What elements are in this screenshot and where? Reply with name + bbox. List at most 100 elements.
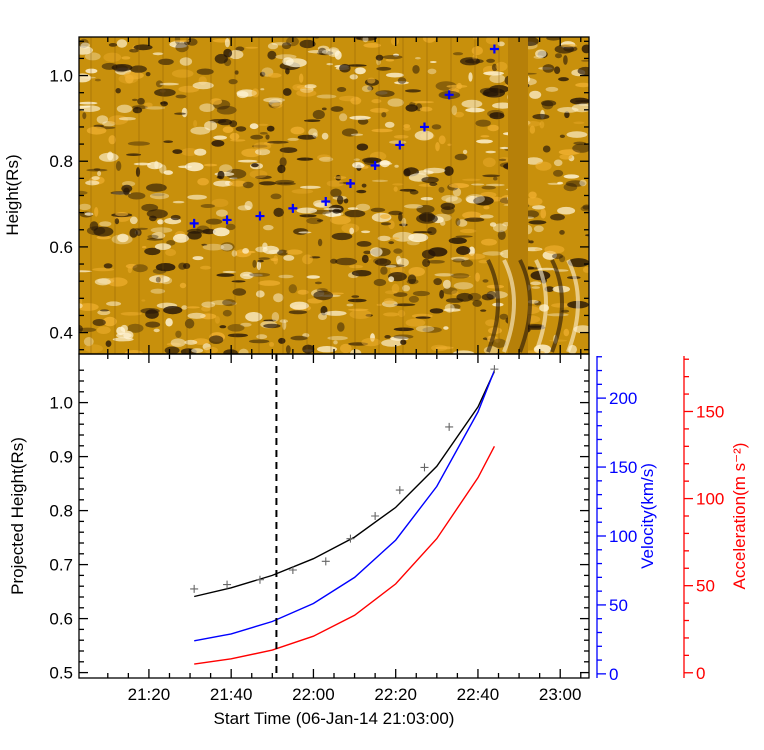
texture-blob: [173, 40, 192, 42]
texture-blob: [402, 285, 410, 292]
velocity-tick-label: 100: [609, 527, 637, 546]
texture-blob: [476, 139, 493, 144]
texture-blob: [497, 41, 505, 47]
bottom-y-tick-label: 1.0: [49, 394, 73, 413]
texture-blob: [429, 61, 437, 63]
texture-blob: [474, 272, 480, 282]
texture-blob: [112, 337, 134, 342]
top-y-axis-label: Height(Rs): [3, 154, 22, 235]
texture-blob: [332, 208, 341, 214]
texture-blob: [363, 43, 382, 48]
texture-blob: [361, 183, 367, 188]
texture-blob: [347, 207, 358, 210]
texture-blob: [154, 160, 159, 169]
image-arc: [502, 259, 516, 353]
acceleration-tick-label: 150: [696, 402, 724, 421]
texture-blob: [245, 312, 263, 322]
texture-blob: [115, 212, 129, 217]
texture-blob: [349, 74, 358, 80]
texture-blob: [79, 203, 92, 211]
texture-blob: [461, 99, 483, 108]
texture-blob: [349, 264, 363, 269]
texture-blob: [235, 126, 247, 132]
texture-blob: [407, 239, 420, 246]
texture-blob: [386, 72, 404, 78]
texture-blob: [546, 313, 569, 317]
texture-blob: [152, 52, 164, 56]
velocity-tick-label: 200: [609, 389, 637, 408]
texture-blob: [94, 207, 99, 217]
texture-blob: [255, 175, 272, 180]
texture-blob: [392, 231, 414, 242]
texture-blob: [273, 293, 284, 303]
texture-blob: [159, 82, 179, 86]
texture-blob: [107, 151, 114, 161]
texture-blob: [225, 168, 247, 179]
texture-blob: [107, 277, 128, 287]
velocity-curve: [194, 370, 496, 642]
observed-marker: [420, 463, 429, 472]
texture-blob: [581, 59, 589, 62]
texture-blob: [391, 283, 400, 294]
texture-blob: [485, 37, 500, 45]
top-y-tick-label: 1.0: [49, 67, 73, 86]
texture-blob: [412, 65, 420, 74]
texture-blob: [415, 57, 421, 60]
texture-blob: [213, 135, 228, 140]
texture-blob: [236, 91, 249, 99]
texture-blob: [267, 140, 289, 144]
texture-blob: [382, 55, 403, 60]
texture-blob: [231, 280, 246, 283]
texture-blob: [559, 154, 573, 160]
texture-blob: [563, 174, 580, 179]
texture-blob: [231, 302, 237, 305]
top-marker: [255, 211, 265, 221]
texture-blob: [438, 186, 445, 193]
texture-blob: [227, 333, 248, 338]
x-tick-label: 22:00: [292, 685, 335, 704]
texture-blob: [279, 147, 298, 154]
texture-blob: [331, 232, 353, 241]
texture-blob: [103, 52, 122, 62]
texture-blob: [211, 198, 229, 208]
texture-blob: [451, 275, 471, 278]
texture-blob: [321, 107, 327, 111]
texture-blob: [216, 209, 228, 217]
texture-blob: [147, 234, 159, 239]
texture-blob: [297, 134, 317, 140]
texture-blob: [319, 156, 334, 162]
texture-blob: [339, 113, 348, 122]
texture-blob: [85, 68, 98, 74]
texture-blob: [566, 131, 588, 138]
texture-blob: [499, 313, 509, 320]
texture-blob: [275, 182, 296, 186]
texture-blob: [445, 196, 462, 204]
texture-blob: [539, 121, 545, 129]
texture-blob: [242, 248, 250, 254]
texture-blob: [524, 121, 542, 127]
texture-blob: [192, 256, 204, 261]
texture-blob: [563, 183, 578, 192]
texture-blob: [219, 164, 233, 174]
texture-blob: [381, 339, 403, 347]
texture-blob: [405, 318, 426, 327]
texture-blob: [105, 340, 112, 348]
texture-blob: [558, 149, 581, 156]
texture-blob: [349, 309, 372, 319]
texture-blob: [158, 274, 163, 285]
texture-blob: [128, 192, 146, 200]
bottom-axes: 0.5 0.6 0.7 0.8 0.9 1.0 21:20 21:40 22:00 22:20 22…: [49, 354, 589, 704]
texture-blob: [96, 326, 111, 334]
texture-blob: [376, 66, 392, 71]
texture-blob: [330, 188, 342, 198]
texture-blob: [117, 233, 129, 243]
texture-blob: [367, 77, 376, 84]
texture-blob: [495, 61, 508, 72]
texture-blob: [178, 85, 200, 93]
texture-blob: [560, 44, 578, 48]
texture-blob: [318, 47, 327, 55]
texture-blob: [79, 303, 99, 311]
texture-blob: [397, 309, 406, 318]
texture-blob: [427, 68, 437, 75]
